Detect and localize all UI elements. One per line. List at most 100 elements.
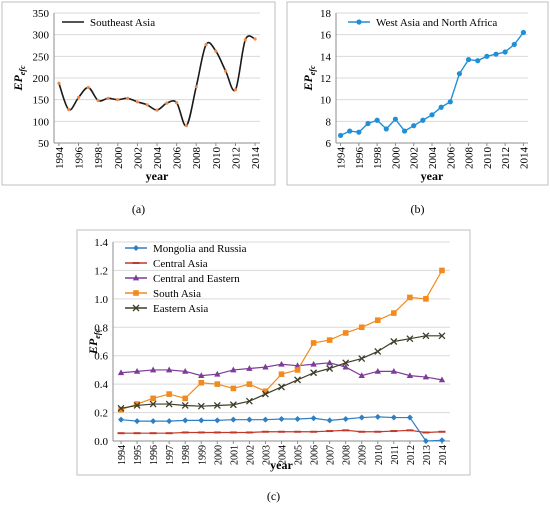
y-axis-title-sub: efc bbox=[93, 328, 102, 338]
data-point bbox=[262, 363, 269, 370]
data-point bbox=[337, 132, 344, 139]
legend-label: Central and Eastern bbox=[153, 273, 240, 285]
data-point bbox=[135, 100, 139, 104]
y-tick-label: 14 bbox=[320, 51, 332, 63]
data-point bbox=[133, 402, 141, 409]
data-point bbox=[342, 363, 349, 370]
x-tick-label: 1999 bbox=[197, 445, 208, 465]
legend-marker bbox=[132, 274, 140, 281]
data-point bbox=[326, 365, 334, 372]
data-point bbox=[155, 108, 159, 112]
y-tick-label: 350 bbox=[33, 8, 50, 20]
data-point bbox=[475, 58, 481, 64]
data-point bbox=[406, 335, 414, 343]
data-point bbox=[125, 96, 130, 100]
data-point bbox=[383, 126, 389, 132]
y-tick-label: 8 bbox=[326, 116, 332, 128]
data-point bbox=[422, 373, 430, 380]
data-point bbox=[214, 381, 221, 387]
x-tick-label: 1998 bbox=[372, 147, 384, 170]
data-point bbox=[165, 400, 173, 408]
data-point bbox=[198, 379, 205, 386]
legend-marker bbox=[356, 19, 362, 25]
x-tick-label: 2006 bbox=[310, 445, 321, 465]
x-tick-label: 2009 bbox=[358, 445, 369, 465]
data-point bbox=[246, 365, 253, 371]
data-point bbox=[411, 123, 417, 129]
data-point bbox=[347, 128, 353, 134]
x-tick-label: 2000 bbox=[213, 445, 224, 465]
y-tick-label: 1.4 bbox=[94, 237, 108, 249]
data-point bbox=[294, 415, 301, 422]
y-tick-label: 0.0 bbox=[94, 436, 108, 448]
data-point bbox=[245, 397, 253, 405]
data-point bbox=[407, 294, 413, 301]
data-point bbox=[391, 310, 397, 316]
data-point bbox=[484, 53, 490, 59]
data-point bbox=[166, 418, 173, 425]
x-tick-label: 1994 bbox=[117, 445, 128, 465]
x-axis-title: year bbox=[146, 169, 169, 183]
y-axis-title-sub: efc bbox=[18, 65, 27, 75]
data-point bbox=[438, 376, 446, 383]
series-west-asia-and-north-africa bbox=[337, 29, 527, 139]
panel-caption: (c) bbox=[267, 489, 280, 503]
x-tick-label: 2014 bbox=[438, 445, 449, 465]
x-tick-label: 2010 bbox=[482, 147, 494, 170]
data-point bbox=[420, 117, 426, 123]
y-axis-title: EPefc bbox=[301, 65, 317, 92]
data-point bbox=[86, 85, 90, 90]
x-tick-label: 2014 bbox=[518, 147, 530, 170]
x-tick-label: 1996 bbox=[74, 147, 86, 170]
data-point bbox=[502, 49, 508, 55]
x-tick-label: 2004 bbox=[278, 445, 289, 465]
x-tick-label: 1994 bbox=[336, 147, 348, 170]
data-point bbox=[358, 372, 365, 379]
legend-label: Mongolia and Russia bbox=[153, 243, 247, 255]
x-tick-label: 2011 bbox=[390, 445, 401, 465]
legend-label: South Asia bbox=[153, 288, 201, 300]
data-point bbox=[197, 402, 205, 410]
x-tick-label: 2002 bbox=[409, 147, 421, 169]
data-point bbox=[310, 415, 317, 422]
data-point bbox=[278, 415, 285, 422]
x-tick-label: 1997 bbox=[165, 445, 176, 465]
y-axis-title-main: EP bbox=[301, 75, 315, 92]
data-point bbox=[326, 359, 333, 366]
y-tick-label: 12 bbox=[320, 73, 331, 85]
data-point bbox=[76, 95, 81, 100]
data-point bbox=[493, 51, 499, 57]
data-point bbox=[246, 381, 253, 387]
data-point bbox=[262, 388, 269, 395]
data-point bbox=[57, 81, 61, 85]
data-point bbox=[246, 416, 253, 423]
y-tick-label: 10 bbox=[320, 95, 332, 107]
data-point bbox=[67, 108, 71, 112]
data-point bbox=[233, 88, 238, 92]
data-point bbox=[342, 330, 349, 336]
x-tick-label: 2006 bbox=[172, 147, 184, 170]
data-point bbox=[149, 400, 157, 408]
data-point bbox=[116, 98, 120, 102]
x-tick-label: 2012 bbox=[230, 147, 242, 169]
data-point bbox=[390, 367, 398, 374]
data-point bbox=[182, 367, 189, 374]
data-point bbox=[204, 43, 208, 47]
x-tick-label: 2002 bbox=[132, 147, 144, 169]
data-point bbox=[310, 369, 318, 377]
x-tick-label: 2001 bbox=[229, 445, 240, 465]
data-point bbox=[230, 385, 237, 392]
x-tick-label: 1994 bbox=[54, 147, 66, 170]
x-tick-label: 1995 bbox=[133, 445, 144, 465]
legend-label: West Asia and North Africa bbox=[376, 17, 497, 29]
legend-label: Eastern Asia bbox=[153, 303, 208, 315]
data-point bbox=[374, 367, 381, 374]
data-point bbox=[117, 369, 125, 376]
data-point bbox=[150, 395, 156, 402]
data-point bbox=[224, 69, 228, 73]
legend-label: Central Asia bbox=[153, 258, 208, 270]
data-point bbox=[342, 415, 349, 422]
legend-label: Southeast Asia bbox=[90, 17, 155, 29]
series-south-asia bbox=[118, 267, 445, 413]
data-point bbox=[133, 367, 141, 374]
